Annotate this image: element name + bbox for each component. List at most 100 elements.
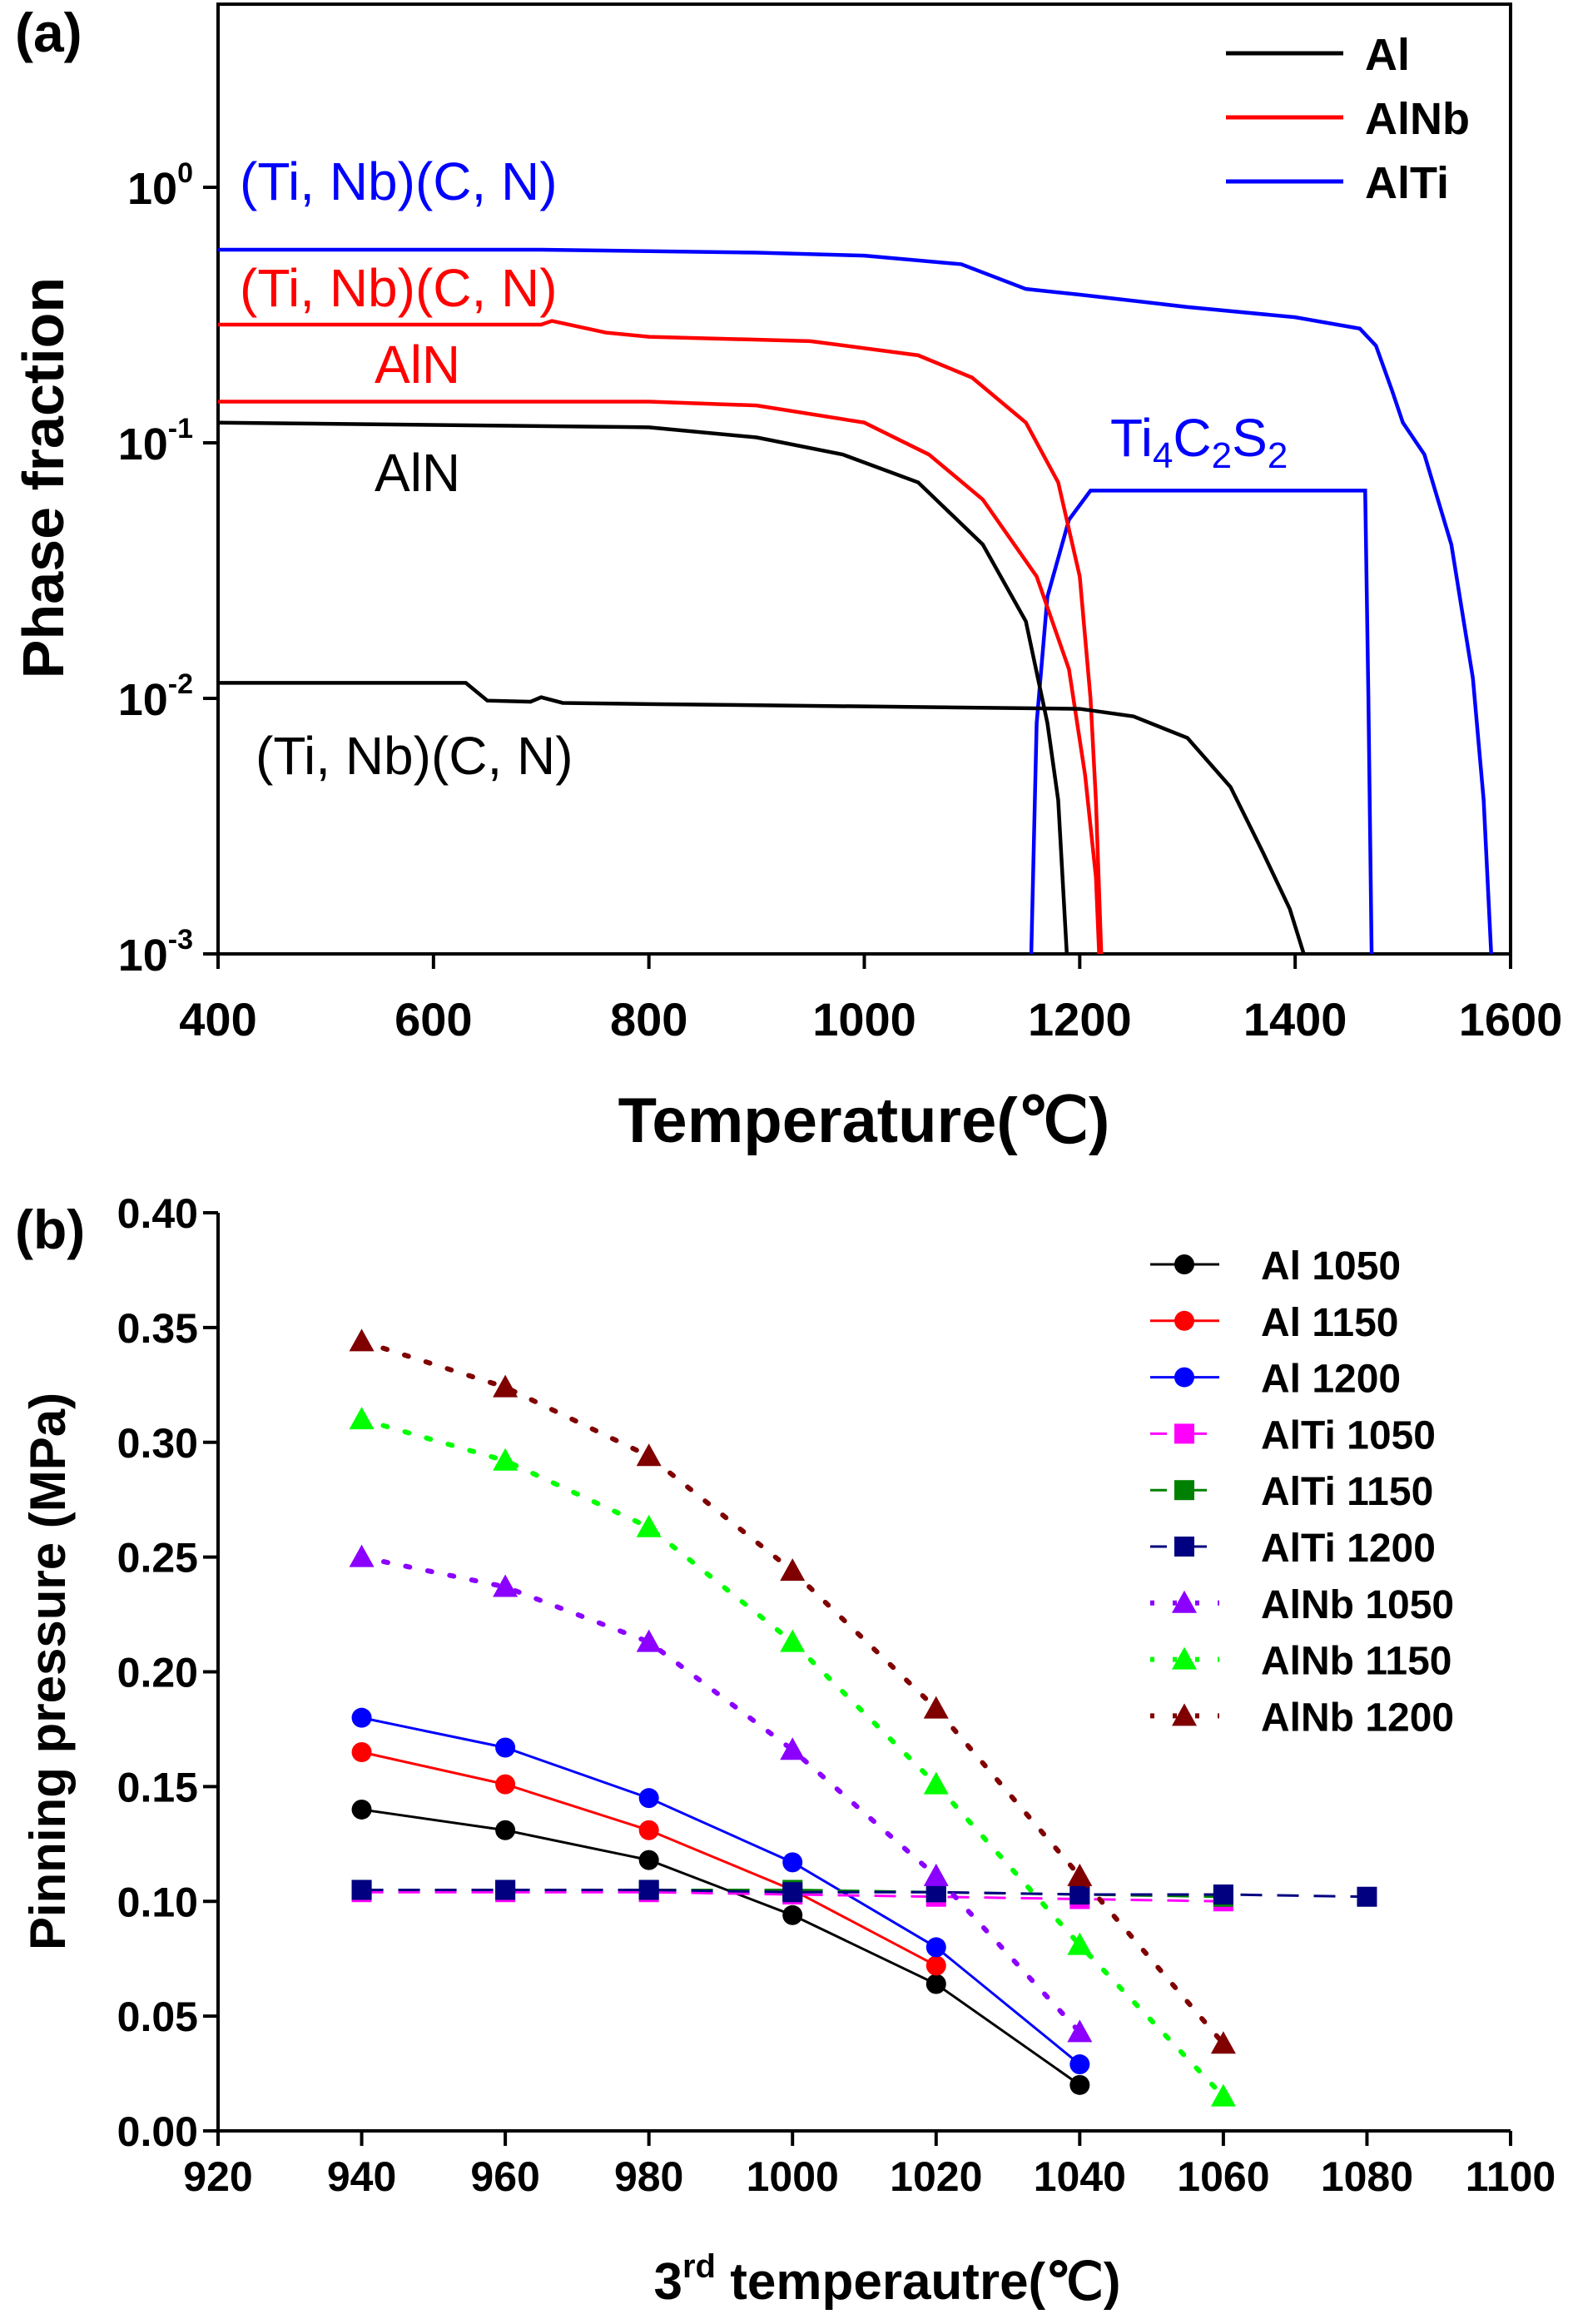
- curve-alti--ti-nb-c-n-: [218, 247, 1493, 955]
- series-alti-1200: [351, 1880, 1377, 1907]
- y-tick-label: 0.30: [117, 1420, 198, 1467]
- data-point: [1357, 1886, 1377, 1907]
- y-tick-label: 0.00: [117, 2108, 198, 2155]
- data-point: [780, 1558, 806, 1582]
- x-tick-label: 940: [327, 2153, 396, 2200]
- data-point: [780, 1629, 806, 1652]
- x-tick-label: 980: [614, 2153, 683, 2200]
- legend-label: AlNb 1050: [1261, 1583, 1454, 1627]
- text-part: S: [1232, 408, 1268, 468]
- data-point: [493, 1448, 519, 1471]
- legend-marker: [1174, 1367, 1194, 1388]
- panel-a-y-axis-title: Phase fraction: [11, 277, 76, 678]
- legend-marker: [1174, 1423, 1194, 1444]
- y-tick-exponent: -1: [168, 413, 193, 444]
- panel-a: (a) Temperature(℃) Phase fraction (Ti, N…: [11, 2, 1562, 1156]
- panel-b: (b) 3rd temperautre(℃) Pinning pressure …: [15, 1190, 1556, 2311]
- y-tick-exponent: -3: [168, 924, 193, 956]
- x-tick-label: 1600: [1459, 993, 1563, 1045]
- x-tick-label: 960: [470, 2153, 539, 2200]
- data-point: [636, 1514, 662, 1537]
- data-point: [349, 1544, 375, 1567]
- data-point: [923, 1771, 949, 1795]
- legend-label: AlTi 1050: [1261, 1413, 1436, 1457]
- y-tick-base: 10: [118, 420, 168, 469]
- series-line: [361, 1808, 1081, 2087]
- data-point: [638, 1788, 659, 1809]
- data-point: [638, 1820, 659, 1840]
- x-tick-label: 1000: [747, 2153, 839, 2200]
- y-tick-label: 0.35: [117, 1305, 198, 1352]
- x-title-number: 3: [654, 2253, 682, 2311]
- data-point: [923, 1696, 949, 1719]
- data-point: [636, 1443, 662, 1467]
- data-point: [638, 1850, 659, 1870]
- x-tick-label: 1080: [1321, 2153, 1413, 2200]
- series-alnb-1050: [349, 1544, 1093, 2043]
- x-tick-label: 1200: [1028, 993, 1132, 1045]
- y-tick-exponent: 0: [177, 157, 193, 189]
- y-tick-label: 0.25: [117, 1535, 198, 1582]
- phase-label-ti4c2s2: Ti4C2S2: [1110, 408, 1288, 476]
- y-tick-label: 100: [127, 157, 193, 214]
- data-point: [1067, 2019, 1093, 2043]
- data-point: [925, 1955, 946, 1976]
- panel-a-x-axis-title: Temperature(℃): [618, 1085, 1110, 1156]
- data-point: [1069, 2054, 1090, 2075]
- legend-marker: [1172, 1590, 1197, 1613]
- y-tick-label: 10-1: [118, 413, 193, 469]
- legend-label: AlTi: [1365, 158, 1449, 208]
- x-tick-label: 1100: [1466, 2153, 1556, 2200]
- y-tick-base: 10: [127, 164, 177, 214]
- data-point: [493, 1574, 519, 1597]
- legend-marker: [1172, 1646, 1197, 1670]
- legend-label: Al: [1365, 30, 1410, 80]
- data-point: [493, 1374, 519, 1398]
- y-tick-label: 0.40: [117, 1190, 198, 1237]
- series-al-1050: [351, 1799, 1090, 2095]
- curve-al--ti-nb-c-n-: [218, 681, 1306, 955]
- data-point: [636, 1629, 662, 1652]
- legend-label: AlTi 1200: [1261, 1527, 1436, 1571]
- phase-label: (Ti, Nb)(C, N): [240, 258, 558, 318]
- y-tick-label: 10-2: [118, 668, 193, 725]
- x-tick-label: 1400: [1243, 993, 1347, 1045]
- data-point: [1069, 1884, 1090, 1904]
- phase-label: AlN: [375, 443, 460, 503]
- x-tick-label: 1040: [1034, 2153, 1126, 2200]
- series-al-1200: [351, 1707, 1090, 2075]
- data-point: [782, 1852, 803, 1873]
- legend-label: AlNb 1150: [1261, 1640, 1451, 1684]
- legend-label: AlTi 1150: [1261, 1470, 1433, 1514]
- panel-b-x-axis-title: 3rd temperautre(℃): [654, 2248, 1121, 2311]
- data-point: [925, 1974, 946, 1994]
- panel-b-label: (b): [15, 1199, 85, 1260]
- x-tick-label: 400: [179, 993, 256, 1045]
- phase-label: AlN: [375, 335, 460, 395]
- panel-b-y-axis-title: Pinning pressure (MPa): [20, 1393, 76, 1950]
- text-part: C: [1173, 408, 1211, 468]
- data-point: [495, 1737, 516, 1758]
- data-point: [1210, 2031, 1236, 2054]
- legend-label: Al 1050: [1261, 1244, 1401, 1289]
- curve-al-aln: [217, 420, 1069, 955]
- series-line: [361, 1888, 1367, 1899]
- y-tick-base: 10: [118, 931, 168, 981]
- data-point: [351, 1707, 372, 1728]
- series-line: [359, 1554, 1083, 2035]
- data-point: [1069, 2074, 1090, 2095]
- x-tick-label: 800: [610, 993, 687, 1045]
- x-tick-label: 1000: [812, 993, 916, 1045]
- data-point: [351, 1880, 372, 1900]
- x-tick-label: 1020: [890, 2153, 982, 2200]
- curve-alti-ti4c2s2: [1029, 489, 1374, 955]
- data-point: [925, 1937, 946, 1958]
- legend-label: AlNb 1200: [1261, 1696, 1454, 1740]
- legend-marker: [1174, 1537, 1194, 1557]
- data-point: [782, 1882, 803, 1903]
- y-tick-label: 10-3: [118, 924, 193, 981]
- data-point: [349, 1328, 375, 1352]
- subscript: 4: [1153, 435, 1173, 476]
- data-point: [638, 1880, 659, 1900]
